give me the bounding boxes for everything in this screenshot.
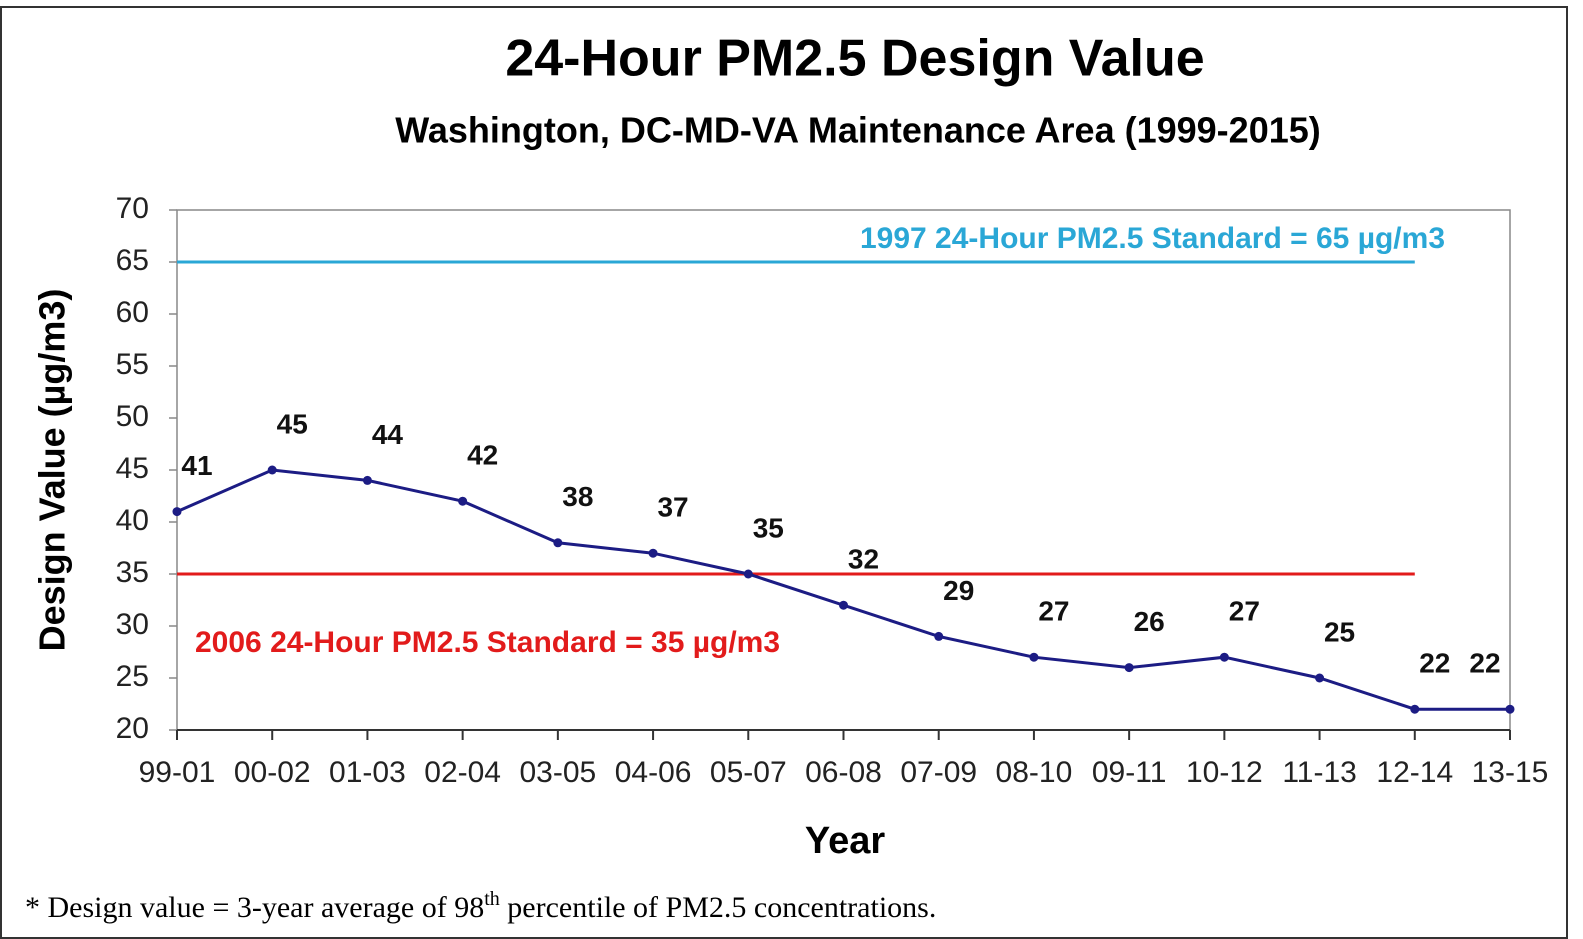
data-label: 22 [1469, 648, 1500, 679]
data-label: 27 [1038, 596, 1069, 627]
data-point [839, 600, 848, 610]
x-tick-label: 02-04 [424, 756, 501, 789]
x-tick-label: 00-02 [234, 756, 311, 789]
y-tick-label: 25 [116, 660, 149, 693]
x-tick-label: 04-06 [615, 756, 692, 789]
reference-label: 1997 24-Hour PM2.5 Standard = 65 µg/m3 [860, 222, 1445, 255]
x-tick-label: 03-05 [519, 756, 596, 789]
data-point [648, 548, 658, 558]
data-point [267, 465, 277, 475]
data-label: 22 [1419, 648, 1450, 679]
y-tick-label: 30 [116, 608, 149, 641]
data-point [553, 538, 563, 548]
data-point [1410, 704, 1420, 714]
data-label: 44 [372, 419, 404, 450]
x-tick-label: 12-14 [1376, 756, 1453, 789]
data-point [743, 569, 753, 579]
y-tick-label: 65 [116, 244, 149, 277]
data-point [1124, 663, 1134, 673]
data-label: 25 [1324, 616, 1355, 647]
data-point [1219, 652, 1229, 662]
y-tick-label: 45 [116, 452, 149, 485]
chart-subtitle: Washington, DC-MD-VA Maintenance Area (1… [395, 110, 1321, 151]
y-tick-label: 55 [116, 348, 149, 381]
x-tick-label: 01-03 [329, 756, 406, 789]
data-label: 26 [1134, 606, 1165, 637]
x-axis-label: Year [805, 820, 886, 862]
data-point [1315, 673, 1325, 683]
x-tick-label: 05-07 [710, 756, 787, 789]
y-tick-label: 70 [116, 192, 149, 225]
data-label: 42 [467, 440, 498, 471]
data-label: 41 [181, 450, 212, 481]
x-tick-label: 11-13 [1282, 756, 1357, 789]
frame [0, 6, 1568, 939]
data-point [362, 475, 372, 485]
y-tick-label: 50 [116, 400, 149, 433]
footnote-text: percentile of PM2.5 concentrations. [500, 891, 937, 924]
data-point [458, 496, 468, 506]
x-tick-label: 08-10 [996, 756, 1073, 789]
chart-title: 24-Hour PM2.5 Design Value [505, 30, 1204, 88]
y-tick-label: 40 [116, 504, 149, 537]
data-point [172, 507, 182, 517]
data-point [934, 631, 944, 641]
x-tick-label: 09-11 [1092, 756, 1167, 789]
y-tick-label: 20 [116, 712, 149, 745]
data-point [1029, 652, 1039, 662]
footnote: * Design value = 3-year average of 98th … [25, 888, 936, 924]
data-label: 27 [1229, 596, 1260, 627]
x-tick-label: 06-08 [805, 756, 882, 789]
data-label: 38 [562, 481, 593, 512]
data-point [1505, 704, 1515, 714]
x-tick-label: 07-09 [900, 756, 977, 789]
data-label: 35 [753, 512, 784, 543]
x-tick-label: 99-01 [139, 756, 216, 789]
data-label: 37 [657, 492, 688, 523]
data-label: 32 [848, 544, 879, 575]
y-axis-label: Design Value (µg/m3) [32, 289, 73, 652]
y-tick-label: 35 [116, 556, 149, 589]
x-tick-label: 10-12 [1186, 756, 1263, 789]
y-tick-label: 60 [116, 296, 149, 329]
data-label: 29 [943, 575, 974, 606]
data-label: 45 [277, 408, 308, 439]
footnote-text: * Design value = 3-year average of 98 [25, 891, 484, 924]
footnote-sup: th [484, 888, 500, 910]
x-tick-label: 13-15 [1472, 756, 1549, 789]
reference-label: 2006 24-Hour PM2.5 Standard = 35 µg/m3 [195, 626, 780, 659]
